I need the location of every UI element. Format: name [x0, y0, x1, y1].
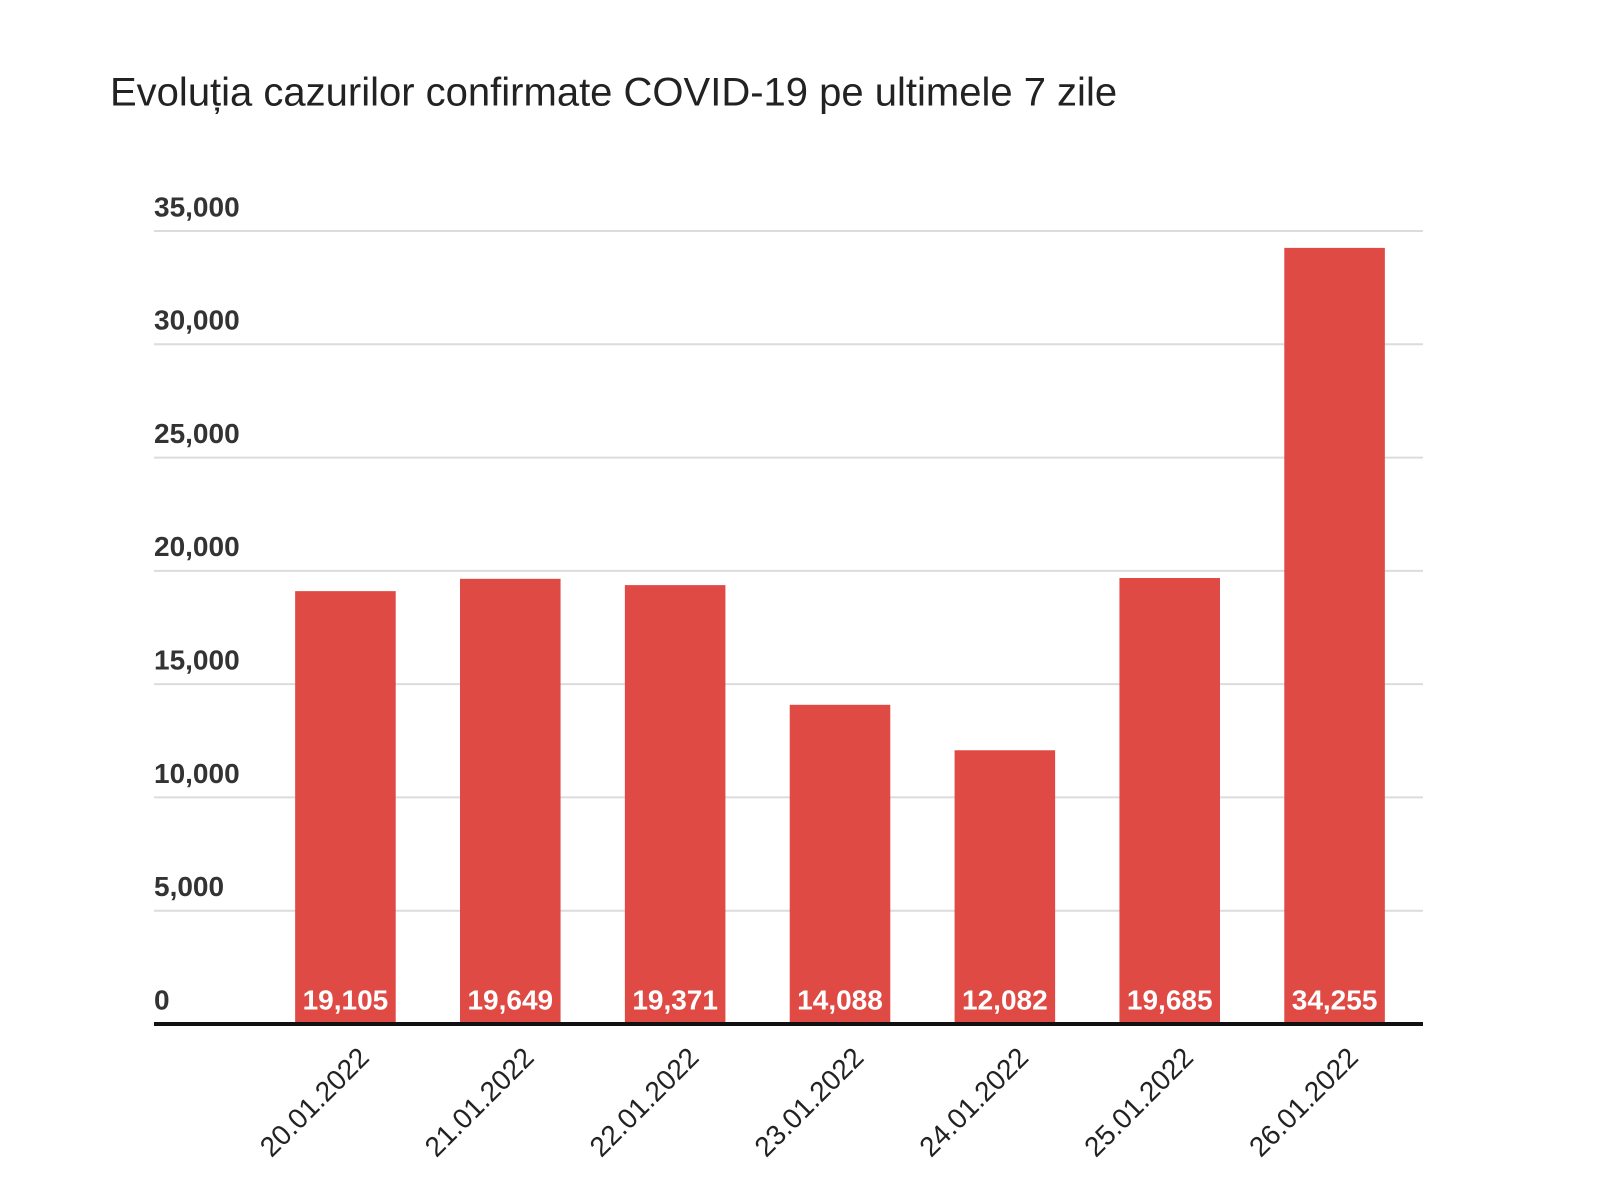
y-tick-label: 35,000	[154, 191, 240, 222]
value-label: 34,255	[1292, 984, 1378, 1015]
x-tick-label: 26.01.2022	[1243, 1042, 1364, 1163]
bar	[460, 578, 561, 1024]
y-tick-label: 5,000	[154, 871, 224, 902]
value-label: 14,088	[797, 984, 883, 1015]
y-tick-label: 15,000	[154, 645, 240, 676]
bar	[295, 591, 396, 1024]
x-tick-label: 21.01.2022	[419, 1042, 540, 1163]
x-tick-label: 20.01.2022	[254, 1042, 375, 1163]
chart-title: Evoluția cazurilor confirmate COVID-19 p…	[110, 71, 1117, 115]
bar	[954, 750, 1056, 1024]
x-tick-label: 22.01.2022	[584, 1042, 705, 1163]
value-label: 19,649	[467, 984, 553, 1015]
value-label: 19,685	[1127, 984, 1213, 1015]
y-tick-label: 10,000	[154, 758, 240, 789]
bar	[624, 585, 726, 1024]
x-tick-label: 24.01.2022	[913, 1042, 1034, 1163]
value-label: 19,371	[632, 984, 718, 1015]
bar	[1284, 247, 1385, 1024]
y-tick-label: 20,000	[154, 531, 240, 562]
y-tick-label: 25,000	[154, 418, 240, 449]
x-tick-label: 25.01.2022	[1078, 1042, 1199, 1163]
y-tick-label: 30,000	[154, 305, 240, 336]
value-label: 19,105	[303, 984, 389, 1015]
value-label: 12,082	[962, 984, 1048, 1015]
y-tick-label: 0	[154, 984, 170, 1015]
bar	[789, 704, 891, 1024]
x-tick-label: 23.01.2022	[748, 1042, 869, 1163]
bar	[1119, 577, 1220, 1024]
